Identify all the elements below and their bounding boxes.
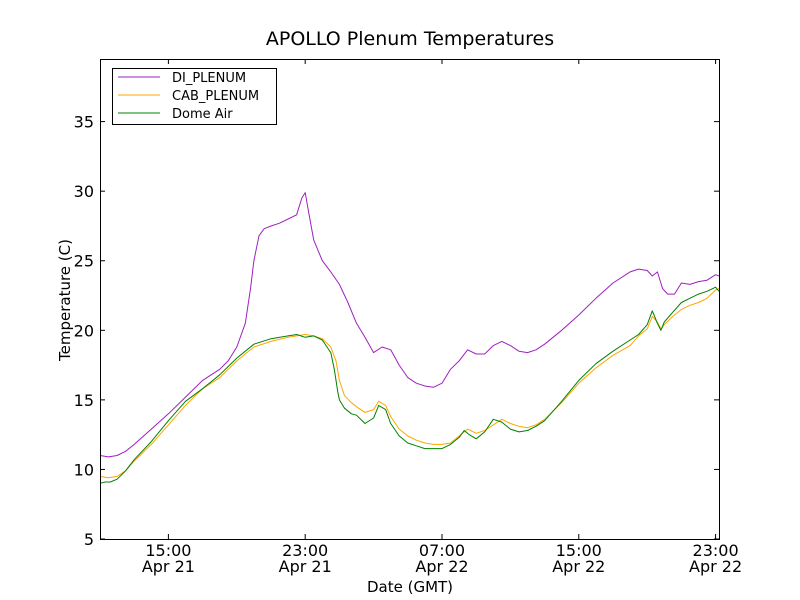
- legend-label: CAB_PLENUM: [172, 89, 259, 104]
- y-axis: 5 10 15 20 25 30 35: [74, 113, 719, 549]
- series-layer: [99, 192, 720, 484]
- x-tick-label-time: 23:00: [282, 541, 328, 560]
- x-tick-label-date: Apr 22: [689, 557, 742, 576]
- x-tick-label-time: 07:00: [419, 541, 465, 560]
- series-line-di-plenum: [99, 192, 720, 458]
- x-tick-label-time: 23:00: [693, 541, 739, 560]
- y-tick-label: 10: [74, 460, 94, 479]
- y-tick-label: 15: [74, 391, 94, 410]
- legend-label: DI_PLENUM: [172, 71, 246, 86]
- y-tick-label: 25: [74, 252, 94, 271]
- chart-title: APOLLO Plenum Temperatures: [266, 28, 554, 50]
- x-tick-label-date: Apr 21: [279, 557, 332, 576]
- x-axis-label: Date (GMT): [367, 578, 453, 596]
- legend-label: Dome Air: [172, 107, 233, 122]
- legend: DI_PLENUM CAB_PLENUM Dome Air: [112, 68, 277, 125]
- series-line-cab-plenum: [99, 288, 720, 479]
- plot-frame: [100, 59, 720, 540]
- x-tick-label-time: 15:00: [556, 541, 602, 560]
- y-tick-label: 20: [74, 321, 94, 340]
- x-tick-label-time: 15:00: [145, 541, 191, 560]
- y-axis-label: Temperature (C): [56, 239, 74, 362]
- legend-box: [112, 68, 277, 125]
- x-tick-label-date: Apr 22: [415, 557, 468, 576]
- x-tick-label-date: Apr 21: [142, 557, 195, 576]
- y-tick-label: 35: [74, 113, 94, 132]
- y-tick-label: 5: [84, 530, 94, 549]
- y-tick-label: 30: [74, 182, 94, 201]
- x-tick-label-date: Apr 22: [552, 557, 605, 576]
- series-line-dome-air: [99, 286, 720, 484]
